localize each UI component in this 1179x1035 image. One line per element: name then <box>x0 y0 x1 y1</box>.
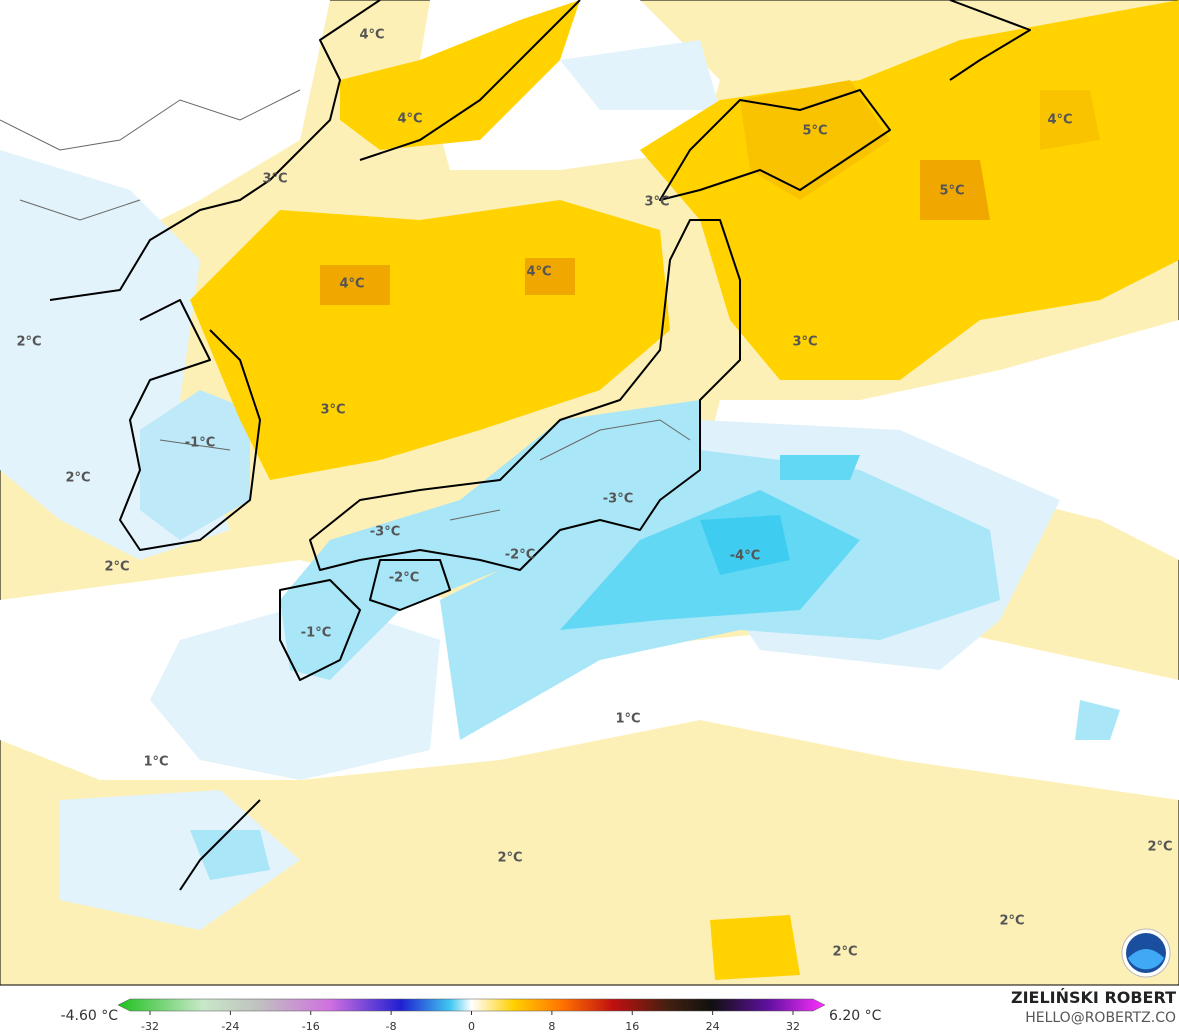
contour-label: 3°C <box>644 195 669 210</box>
colorbar-tick-label: 32 <box>786 1020 800 1033</box>
contour-label: -3°C <box>603 492 633 507</box>
contour-label: 2°C <box>16 335 41 350</box>
contour-label: -2°C <box>389 571 419 586</box>
contour-label: 1°C <box>143 755 168 770</box>
colorbar-tick-label: 16 <box>625 1020 639 1033</box>
contour-label: 4°C <box>526 265 551 280</box>
contour-label: -1°C <box>301 626 331 641</box>
contact: HELLO@ROBERTZ.CO <box>1025 1010 1176 1026</box>
author: ZIELIŃSKI ROBERT <box>1011 988 1176 1007</box>
contour-label: 4°C <box>339 277 364 292</box>
contour-label: -2°C <box>505 548 535 563</box>
contour-label: 1°C <box>615 712 640 727</box>
contour-label: 3°C <box>320 403 345 418</box>
colorbar-ramp <box>117 998 826 1012</box>
contour-label: 4°C <box>359 28 384 43</box>
colorbar: -4.60 °C 6.20 °C -32 -24 -16 -8 0 8 16 24 32 <box>61 998 882 1033</box>
colorbar-min: -4.60 °C <box>61 1008 119 1024</box>
contour-label: -4°C <box>730 549 760 564</box>
contour-labels: 4°C 4°C 5°C 4°C 5°C 3°C 3°C 4°C 4°C 3°C 2°C 3°C -1°C… <box>16 28 1172 960</box>
colorbar-tick-label: 24 <box>706 1020 720 1033</box>
contour-label: 4°C <box>1047 113 1072 128</box>
colorbar-tick-label: -24 <box>221 1020 239 1033</box>
contour-label: -1°C <box>185 436 215 451</box>
colorbar-tick-label: -8 <box>386 1020 397 1033</box>
contour-label: 2°C <box>1147 840 1172 855</box>
contour-label: 2°C <box>999 914 1024 929</box>
contour-label: 2°C <box>832 945 857 960</box>
contour-label: 2°C <box>104 560 129 575</box>
colorbar-tick-label: 8 <box>548 1020 555 1033</box>
contour-label: -3°C <box>370 525 400 540</box>
colorbar-ticks: -32 -24 -16 -8 0 8 16 24 32 <box>141 1011 800 1033</box>
colorbar-tick-label: -16 <box>302 1020 320 1033</box>
contour-label: 2°C <box>497 851 522 866</box>
contour-label: 5°C <box>802 124 827 139</box>
contour-label: 5°C <box>939 184 964 199</box>
map <box>0 0 1179 986</box>
colorbar-max: 6.20 °C <box>829 1008 882 1024</box>
contour-label: 3°C <box>262 172 287 187</box>
contour-label: 2°C <box>65 471 90 486</box>
contour-label: 3°C <box>792 335 817 350</box>
contour-label: 4°C <box>397 112 422 127</box>
colorbar-tick-label: 0 <box>468 1020 475 1033</box>
colorbar-tick-label: -32 <box>141 1020 159 1033</box>
